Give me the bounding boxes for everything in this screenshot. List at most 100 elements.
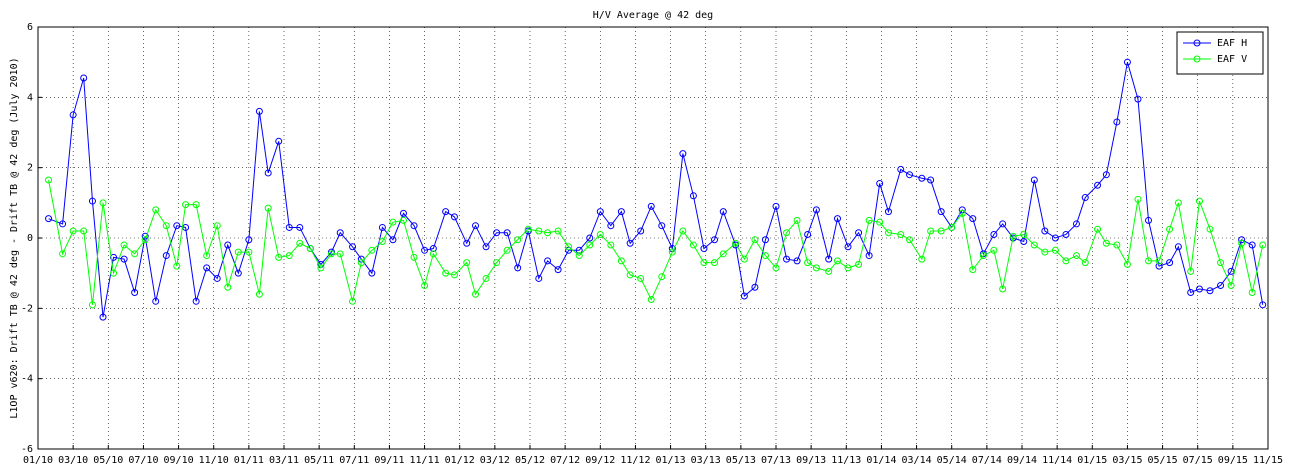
data-point	[1166, 225, 1174, 233]
data-point	[368, 246, 376, 254]
data-point	[1123, 260, 1131, 268]
data-point	[637, 274, 645, 282]
x-tick-label: 11/13	[831, 455, 861, 466]
data-point	[110, 269, 118, 277]
data-point	[772, 202, 780, 210]
data-point	[493, 229, 501, 237]
data-point	[711, 259, 718, 267]
data-point	[80, 74, 88, 82]
data-point	[192, 201, 200, 209]
legend-box	[1176, 31, 1264, 75]
x-tick-label: 07/12	[550, 455, 580, 466]
data-point	[421, 281, 429, 289]
data-point	[349, 297, 357, 305]
data-point	[596, 230, 604, 238]
data-point	[918, 255, 926, 263]
data-point	[69, 227, 77, 235]
data-point	[834, 257, 841, 265]
data-point	[679, 227, 687, 235]
data-point	[224, 283, 232, 291]
data-point	[1259, 301, 1267, 309]
data-point	[1238, 236, 1246, 244]
data-point	[152, 297, 160, 305]
data-point	[689, 192, 697, 200]
data-point	[554, 266, 562, 274]
data-point	[1195, 285, 1203, 293]
y-axis-label: L1OP v620: Drift TB @ 42 deg - Drift TB …	[9, 57, 20, 418]
data-point	[45, 176, 53, 184]
data-point	[524, 225, 532, 233]
data-point	[275, 137, 283, 145]
x-tick-label: 11/12	[620, 455, 650, 466]
data-point	[783, 255, 791, 263]
data-point	[804, 230, 812, 238]
data-point	[1206, 225, 1214, 233]
data-point	[463, 239, 471, 247]
chart-title: H/V Average @ 42 deg	[593, 10, 713, 21]
x-tick-label: 03/13	[691, 455, 721, 466]
x-tick-label: 09/15	[1218, 455, 1248, 466]
data-point	[450, 271, 458, 279]
data-point	[804, 259, 812, 267]
x-tick-label: 09/12	[585, 455, 615, 466]
data-point	[751, 236, 759, 244]
data-point	[1155, 257, 1163, 265]
data-point	[336, 229, 344, 237]
data-point	[429, 245, 437, 253]
data-point	[793, 216, 801, 224]
data-point	[1062, 230, 1070, 238]
x-tick-label: 03/11	[269, 455, 299, 466]
data-point	[906, 171, 914, 179]
data-point	[399, 216, 407, 224]
x-tick-label: 07/11	[339, 455, 369, 466]
data-point	[844, 264, 852, 272]
data-point	[306, 245, 314, 253]
data-point	[719, 250, 727, 258]
data-point	[245, 236, 253, 244]
data-point	[761, 252, 769, 260]
data-point	[120, 241, 128, 249]
x-tick-label: 01/13	[656, 455, 686, 466]
data-point	[1187, 289, 1195, 297]
data-point	[999, 220, 1007, 228]
data-point	[88, 301, 96, 309]
data-point	[812, 264, 820, 272]
data-point	[1051, 246, 1059, 254]
data-point	[152, 206, 160, 214]
data-point	[1217, 259, 1225, 267]
x-tick-label: 11/11	[410, 455, 440, 466]
data-point	[647, 296, 655, 304]
data-point	[213, 274, 221, 282]
data-point	[535, 227, 543, 235]
data-point	[990, 246, 998, 254]
data-point	[1145, 257, 1153, 265]
data-point	[927, 227, 935, 235]
data-point	[463, 259, 471, 267]
data-point	[1134, 95, 1142, 103]
y-tick-label: 2	[27, 163, 33, 174]
data-point	[1020, 230, 1028, 238]
data-point	[1123, 58, 1131, 66]
data-point	[234, 269, 242, 277]
data-point	[493, 259, 501, 267]
plot-frame	[37, 26, 1269, 450]
data-point	[1081, 194, 1089, 202]
data-point	[990, 230, 998, 238]
data-point	[131, 289, 139, 297]
x-tick-label: 05/12	[515, 455, 545, 466]
data-point	[565, 243, 573, 251]
data-point	[1030, 241, 1038, 249]
data-point	[482, 243, 490, 251]
data-point	[234, 248, 242, 256]
data-point	[876, 179, 884, 187]
data-point	[59, 220, 67, 228]
data-point	[617, 208, 625, 216]
data-point	[59, 250, 67, 258]
data-point	[575, 252, 583, 260]
x-tick-label: 01/12	[445, 455, 475, 466]
data-point	[203, 252, 211, 260]
data-point	[607, 222, 615, 230]
data-point	[761, 236, 769, 244]
data-point	[368, 269, 376, 277]
x-tick-label: 03/15	[1112, 455, 1142, 466]
